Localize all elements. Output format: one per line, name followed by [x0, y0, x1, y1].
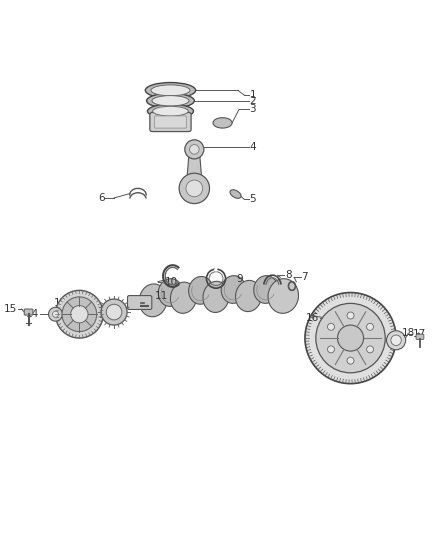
Circle shape: [387, 330, 406, 350]
Text: 4: 4: [249, 142, 256, 152]
Text: 13: 13: [53, 298, 67, 309]
Circle shape: [101, 299, 127, 325]
Text: 14: 14: [26, 309, 39, 319]
Circle shape: [186, 180, 203, 197]
Ellipse shape: [148, 104, 194, 118]
Text: 11: 11: [155, 291, 169, 301]
FancyBboxPatch shape: [150, 112, 191, 132]
Ellipse shape: [152, 95, 189, 106]
Circle shape: [71, 305, 88, 323]
Ellipse shape: [147, 93, 194, 108]
Text: 15: 15: [4, 304, 17, 314]
Text: 9: 9: [237, 273, 243, 284]
Text: 8: 8: [285, 270, 292, 280]
Circle shape: [185, 140, 204, 159]
Ellipse shape: [230, 190, 241, 198]
Text: 10: 10: [165, 277, 178, 287]
FancyBboxPatch shape: [24, 309, 33, 315]
FancyBboxPatch shape: [155, 116, 186, 128]
Ellipse shape: [236, 280, 261, 312]
Circle shape: [316, 303, 385, 373]
Circle shape: [305, 293, 396, 384]
Ellipse shape: [151, 85, 190, 96]
Text: 7: 7: [301, 272, 308, 282]
Circle shape: [328, 346, 335, 353]
Text: 1: 1: [249, 90, 256, 100]
Circle shape: [49, 308, 63, 321]
Text: 2: 2: [249, 96, 256, 106]
Text: 12: 12: [80, 302, 93, 311]
Text: 5: 5: [249, 194, 256, 204]
Circle shape: [56, 290, 103, 338]
Circle shape: [391, 335, 401, 345]
Ellipse shape: [153, 106, 188, 116]
Ellipse shape: [268, 279, 299, 313]
Ellipse shape: [170, 282, 197, 313]
FancyBboxPatch shape: [127, 296, 152, 310]
Circle shape: [328, 324, 335, 330]
FancyBboxPatch shape: [416, 334, 424, 340]
Text: 6: 6: [98, 193, 105, 203]
Text: 17: 17: [413, 329, 426, 339]
Ellipse shape: [203, 281, 229, 312]
Circle shape: [367, 324, 374, 330]
Circle shape: [190, 144, 199, 154]
Ellipse shape: [254, 276, 278, 303]
Text: 3: 3: [249, 104, 256, 115]
Text: 18: 18: [402, 328, 415, 338]
Ellipse shape: [158, 279, 183, 306]
Ellipse shape: [189, 277, 213, 304]
Circle shape: [338, 325, 364, 351]
Circle shape: [347, 312, 354, 319]
Circle shape: [367, 346, 374, 353]
Text: 16: 16: [306, 313, 319, 322]
Ellipse shape: [145, 83, 196, 98]
Ellipse shape: [139, 284, 167, 317]
Circle shape: [106, 304, 122, 320]
Ellipse shape: [213, 118, 232, 128]
Circle shape: [62, 297, 97, 332]
Circle shape: [347, 357, 354, 364]
Circle shape: [179, 173, 209, 204]
Circle shape: [53, 311, 59, 317]
Polygon shape: [187, 152, 202, 184]
Ellipse shape: [221, 276, 246, 303]
